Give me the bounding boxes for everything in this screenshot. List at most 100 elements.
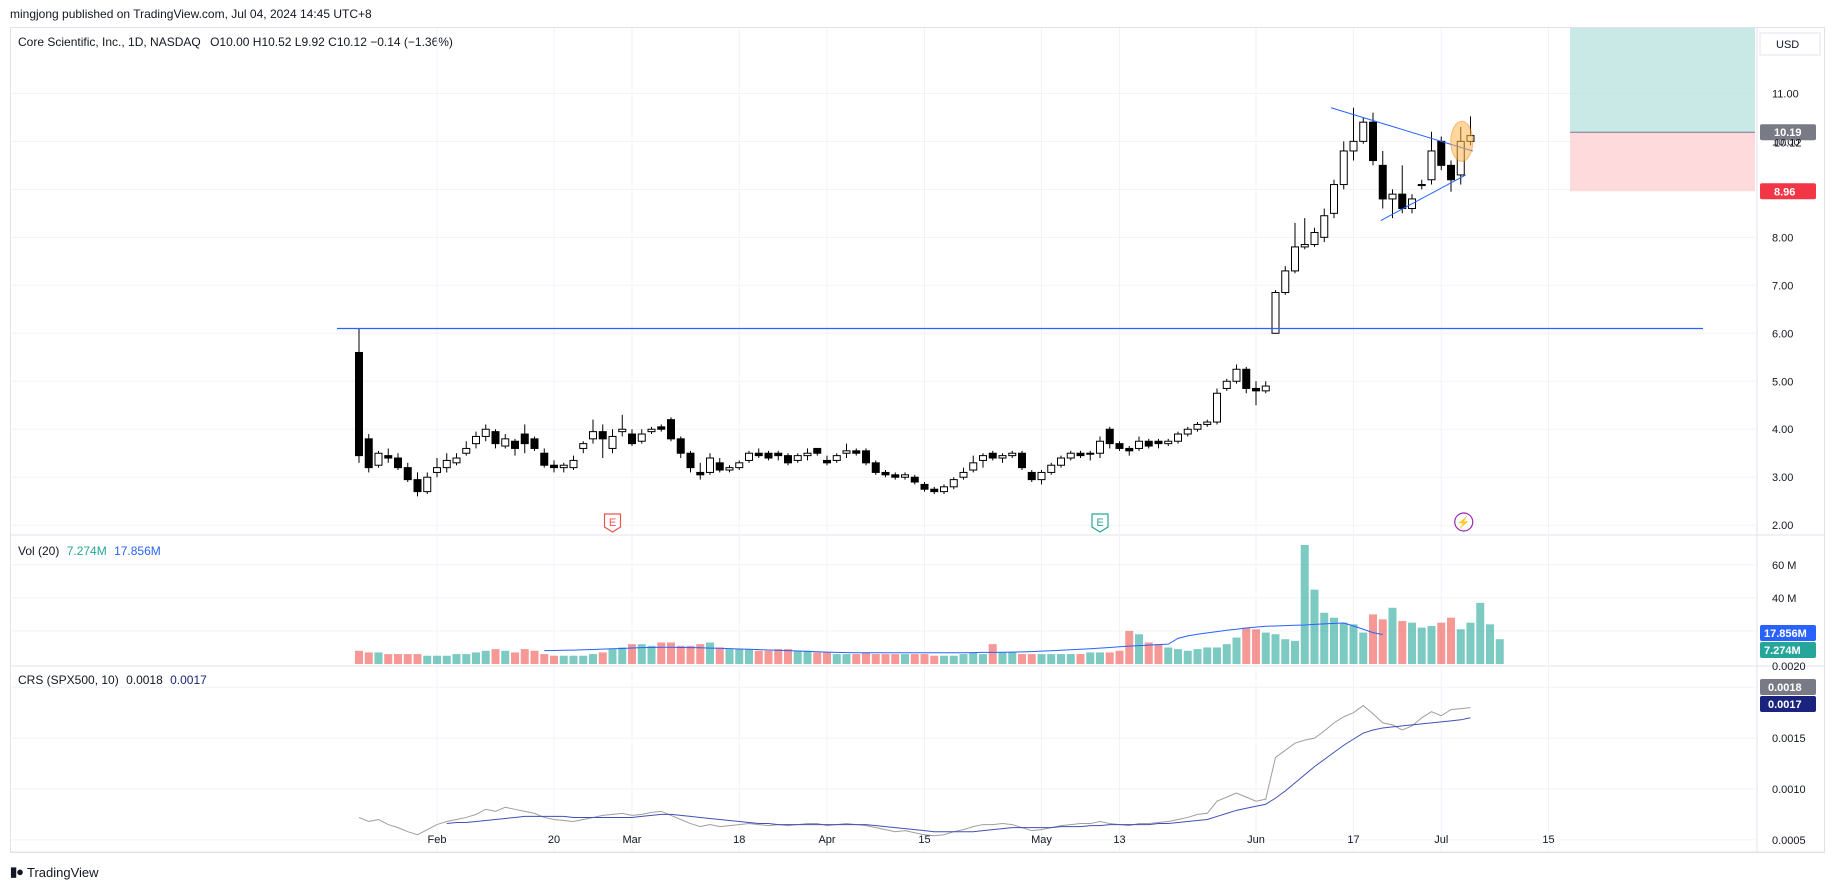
volume-bar [1408, 622, 1416, 664]
price-tick-label: 3.00 [1772, 472, 1793, 484]
time-tick-label: 20 [548, 834, 560, 846]
candle-body [784, 455, 792, 464]
earnings-marker-red: E [603, 513, 622, 533]
candle-body [1398, 193, 1407, 210]
volume-bar [686, 645, 695, 664]
currency-box [1759, 32, 1821, 56]
volume-bar [891, 654, 900, 664]
candle-body [423, 476, 432, 493]
candle-body [647, 428, 656, 433]
volume-bar [871, 654, 880, 664]
volume-bar [910, 654, 919, 664]
candle-body [520, 433, 529, 445]
volume-bar [472, 652, 480, 664]
time-tick-label: Feb [428, 834, 447, 846]
volume-bar [735, 649, 744, 664]
volume-bar [550, 655, 558, 664]
volume-bar [959, 654, 968, 664]
volume-bar [1378, 619, 1387, 664]
volume-bar [1174, 649, 1182, 664]
candle-body [901, 474, 909, 478]
volume-bar [774, 649, 783, 664]
candle-body [745, 452, 753, 461]
volume-bar [1369, 614, 1377, 664]
volume-tick-label: 40 M [1772, 593, 1796, 605]
volume-ma-label: 17.856M [1764, 628, 1807, 640]
candle-body [472, 435, 480, 445]
candle-body [1086, 452, 1095, 455]
volume-bar [832, 654, 841, 664]
candle-body [988, 452, 997, 459]
volume-bar [998, 652, 1007, 664]
candle-body [1291, 246, 1299, 272]
crs-legend: CRS (SPX500, 10) 0.0018 0.0017 [18, 673, 207, 687]
volume-bar [1398, 621, 1407, 664]
candle-body [1027, 471, 1036, 481]
candle-body [1349, 140, 1358, 152]
volume-bar [725, 649, 734, 664]
volume-bar [1437, 622, 1446, 664]
earnings-marker-red-label: E [609, 517, 616, 529]
candle-body [1222, 380, 1231, 389]
candle-body [579, 443, 588, 449]
candle-body [1271, 292, 1280, 334]
volume-bar [979, 654, 987, 664]
volume-bar [696, 644, 705, 664]
stop-zone [1570, 132, 1755, 192]
candle-body [1427, 150, 1436, 181]
volume-bar [988, 644, 997, 664]
volume-bar [793, 650, 802, 664]
candle-body [364, 438, 373, 469]
symbol-legend: Core Scientific, Inc., 1D, NASDAQ O10.00… [18, 35, 453, 49]
time-tick-label: 17 [1347, 834, 1359, 846]
price-tick-label: 2.00 [1772, 520, 1793, 532]
candle-body [1066, 452, 1075, 459]
axes: 2.003.004.005.006.007.008.009.0010.0011.… [428, 28, 1821, 852]
volume-bar [1047, 654, 1056, 664]
dividend-flash-marker: ⚡ [1454, 512, 1474, 532]
candle-body [1057, 457, 1065, 466]
candle-body [530, 438, 539, 449]
candle-body [1330, 184, 1338, 214]
dividend-flash-marker-label: ⚡ [1457, 516, 1471, 529]
crs-value-label-bg [1760, 679, 1816, 695]
candle-body [842, 450, 851, 454]
volume-bar [1427, 625, 1436, 664]
candle-body [413, 479, 422, 493]
crs-tick-label: 0.0015 [1772, 733, 1806, 745]
crs-value-label: 0.0018 [1768, 682, 1802, 694]
volume-bar [745, 649, 753, 664]
earnings-marker-green-shape [1091, 513, 1109, 533]
volume-bar [667, 642, 675, 664]
candle-body [1378, 164, 1387, 200]
volume-bar [511, 652, 519, 664]
candle-body [462, 447, 471, 454]
volume-bar [1242, 627, 1251, 664]
crs-line [358, 704, 1471, 837]
candle-body [540, 452, 549, 466]
volume-bar [1086, 652, 1095, 664]
position-zones [1570, 28, 1755, 192]
candle-body [696, 471, 705, 476]
volume-bar [647, 645, 656, 664]
earnings-marker-red-shape [603, 513, 622, 533]
crs-tick-label: 0.0010 [1772, 784, 1806, 796]
volume-bar [1339, 622, 1348, 664]
lower-trendline [1380, 174, 1466, 221]
volume-bar [540, 654, 549, 664]
target-zone [1570, 28, 1755, 133]
volume-bar [1291, 640, 1299, 664]
volume-bar [530, 650, 539, 664]
volume-bar [920, 654, 929, 664]
candle-body [657, 426, 666, 430]
candle-body [1144, 440, 1153, 447]
volume-bar [1096, 652, 1104, 664]
volume-bar [403, 654, 412, 664]
volume-bar [1018, 654, 1026, 664]
candle-body [1447, 164, 1455, 181]
crs-value: 0.0018 [126, 673, 163, 687]
candle-body [442, 459, 451, 469]
volume-tick-label: 60 M [1772, 560, 1796, 572]
candle-body [1037, 471, 1046, 481]
